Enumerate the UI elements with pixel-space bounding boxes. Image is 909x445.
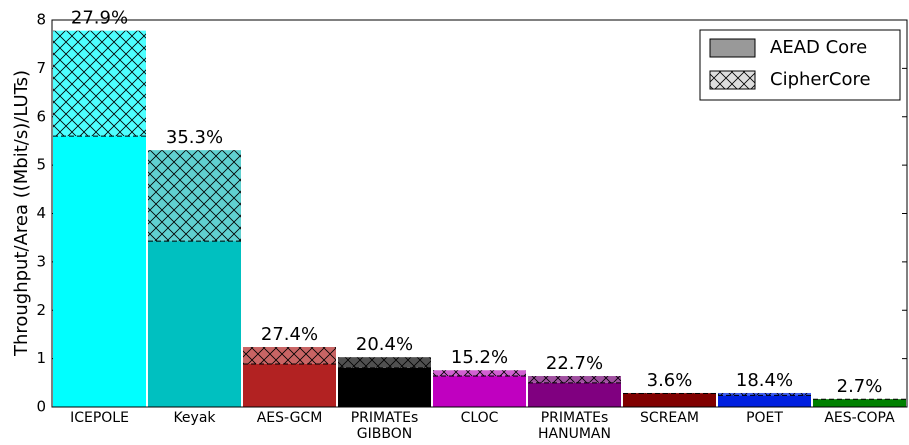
bar-segment xyxy=(243,363,336,407)
x-tick-label: CLOC xyxy=(460,410,499,426)
bar-segment xyxy=(813,399,906,407)
y-tick-label: 4 xyxy=(36,204,46,222)
y-tick-label: 1 xyxy=(36,349,46,367)
bar-segment xyxy=(528,382,621,407)
bar-segment xyxy=(718,392,811,396)
x-tick-label: PRIMATEs HANUMAN xyxy=(538,410,611,442)
bar-segment xyxy=(148,241,241,407)
x-tick-label: Keyak xyxy=(173,410,216,426)
bar-annotation: 22.7% xyxy=(546,353,603,374)
x-tick-label: AES-GCM xyxy=(256,410,323,426)
bar-segment xyxy=(433,370,526,377)
legend-swatch xyxy=(709,70,756,90)
y-tick-label: 7 xyxy=(36,59,46,77)
x-tick-label: POET xyxy=(746,410,783,426)
legend-label: AEAD Core xyxy=(770,37,867,58)
bar-annotation: 27.9% xyxy=(71,8,128,29)
bar-annotation: 20.4% xyxy=(356,334,413,355)
bar-segment xyxy=(53,30,146,137)
bar-segment xyxy=(338,357,431,368)
y-tick-label: 0 xyxy=(36,398,46,416)
y-tick-label: 2 xyxy=(36,301,46,319)
bar-segment xyxy=(433,376,526,407)
bar-segment xyxy=(243,347,336,364)
y-tick-label: 8 xyxy=(36,11,46,29)
x-tick-label: AES-COPA xyxy=(824,410,895,426)
plot-frame xyxy=(51,19,908,408)
bar-annotation: 35.3% xyxy=(166,127,223,148)
y-tick-label: 6 xyxy=(36,107,46,125)
bar-segment xyxy=(718,395,811,407)
bar-annotation: 3.6% xyxy=(647,370,693,391)
bar-segment xyxy=(53,136,146,407)
legend-label: CipherCore xyxy=(770,69,871,90)
y-tick-label: 5 xyxy=(36,156,46,174)
bar-annotation: 15.2% xyxy=(451,347,508,368)
bar-segment xyxy=(148,150,241,242)
legend-swatch xyxy=(709,38,756,58)
bar-annotation: 2.7% xyxy=(837,376,883,397)
bar-annotation: 18.4% xyxy=(736,370,793,391)
bar-annotation: 27.4% xyxy=(261,324,318,345)
x-tick-label: ICEPOLE xyxy=(70,410,129,426)
x-tick-label: PRIMATEs GIBBON xyxy=(350,410,419,442)
bar-segment xyxy=(338,367,431,407)
y-tick-label: 3 xyxy=(36,252,46,270)
x-tick-label: SCREAM xyxy=(640,410,699,426)
y-axis-label: Throughput/Area ((Mbit/s)/LUTs) xyxy=(11,70,32,357)
bar-segment xyxy=(623,393,716,407)
bar-segment xyxy=(528,376,621,383)
